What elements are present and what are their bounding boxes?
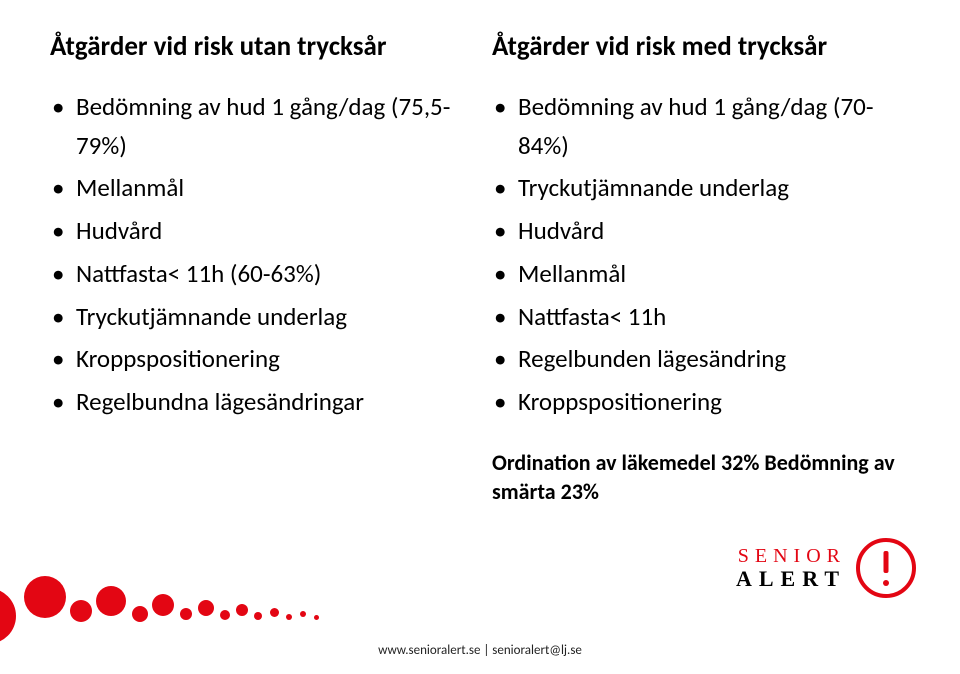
dot bbox=[152, 594, 174, 616]
dot bbox=[236, 604, 248, 616]
list-item: Regelbundna lägesändringar bbox=[50, 383, 468, 422]
list-item: Mellanmål bbox=[50, 169, 468, 208]
list-item: Nattfasta< 11h bbox=[492, 298, 910, 337]
logo-word-senior: SENIOR bbox=[736, 546, 846, 567]
dot bbox=[132, 606, 148, 622]
dot bbox=[180, 608, 192, 620]
left-column: Åtgärder vid risk utan trycksår Bedömnin… bbox=[50, 30, 468, 507]
list-item: Hudvård bbox=[492, 212, 910, 251]
dot bbox=[70, 600, 92, 622]
columns: Åtgärder vid risk utan trycksår Bedömnin… bbox=[50, 30, 910, 507]
dot bbox=[314, 615, 319, 620]
decorative-dots bbox=[0, 516, 340, 626]
right-title: Åtgärder vid risk med trycksår bbox=[492, 30, 910, 64]
dot bbox=[270, 608, 279, 617]
dot bbox=[0, 588, 16, 644]
dot bbox=[220, 610, 230, 620]
dot bbox=[96, 586, 126, 616]
list-item: Kroppspositionering bbox=[492, 383, 910, 422]
dot bbox=[286, 614, 292, 620]
dot bbox=[198, 600, 214, 616]
dot bbox=[24, 576, 66, 618]
list-item: Tryckutjämnande underlag bbox=[492, 169, 910, 208]
dot bbox=[254, 612, 262, 620]
list-item: Tryckutjämnande underlag bbox=[50, 298, 468, 337]
list-item: Nattfasta< 11h (60-63%) bbox=[50, 255, 468, 294]
right-bullets: Bedömning av hud 1 gång/dag (70-84%) Try… bbox=[492, 88, 910, 422]
alert-icon bbox=[856, 538, 916, 598]
left-bullets: Bedömning av hud 1 gång/dag (75,5-79%) M… bbox=[50, 88, 468, 422]
list-item: Kroppspositionering bbox=[50, 340, 468, 379]
slide: Åtgärder vid risk utan trycksår Bedömnin… bbox=[0, 0, 960, 674]
list-item: Hudvård bbox=[50, 212, 468, 251]
logo-word-alert: ALERT bbox=[736, 567, 846, 590]
list-item: Bedömning av hud 1 gång/dag (75,5-79%) bbox=[50, 88, 468, 166]
dot bbox=[300, 611, 306, 617]
list-item: Bedömning av hud 1 gång/dag (70-84%) bbox=[492, 88, 910, 166]
right-column: Åtgärder vid risk med trycksår Bedömning… bbox=[492, 30, 910, 507]
footer-contact: www.senioralert.se | senioralert@lj.se bbox=[0, 643, 960, 658]
list-item: Regelbunden lägesändring bbox=[492, 340, 910, 379]
senior-alert-logo: SENIOR ALERT bbox=[736, 538, 916, 638]
ordination-note: Ordination av läkemedel 32% Bedömning av… bbox=[492, 448, 910, 507]
left-title: Åtgärder vid risk utan trycksår bbox=[50, 30, 468, 64]
list-item: Mellanmål bbox=[492, 255, 910, 294]
